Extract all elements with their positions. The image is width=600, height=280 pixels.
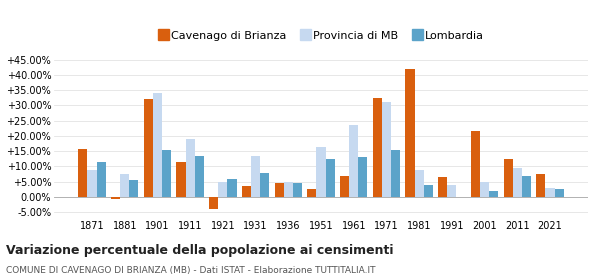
- Bar: [218, 182, 227, 197]
- Bar: [78, 149, 88, 197]
- Bar: [391, 150, 400, 197]
- Bar: [209, 197, 218, 209]
- Bar: [130, 180, 139, 197]
- Text: Variazione percentuale della popolazione ai censimenti: Variazione percentuale della popolazione…: [6, 244, 394, 256]
- Legend: Cavenago di Brianza, Provincia di MB, Lombardia: Cavenago di Brianza, Provincia di MB, Lo…: [158, 31, 484, 41]
- Bar: [349, 125, 358, 197]
- Bar: [176, 162, 185, 197]
- Bar: [438, 177, 447, 197]
- Bar: [260, 172, 269, 197]
- Bar: [424, 185, 433, 197]
- Bar: [195, 156, 204, 197]
- Bar: [373, 98, 382, 197]
- Bar: [307, 189, 316, 197]
- Bar: [545, 188, 554, 197]
- Bar: [227, 179, 236, 197]
- Bar: [162, 150, 171, 197]
- Bar: [340, 176, 349, 197]
- Bar: [284, 182, 293, 197]
- Bar: [120, 174, 130, 197]
- Bar: [503, 159, 512, 197]
- Bar: [316, 147, 326, 197]
- Bar: [326, 159, 335, 197]
- Bar: [242, 186, 251, 197]
- Bar: [251, 156, 260, 197]
- Bar: [358, 157, 367, 197]
- Bar: [143, 99, 153, 197]
- Bar: [554, 189, 564, 197]
- Bar: [406, 69, 415, 197]
- Bar: [275, 183, 284, 197]
- Bar: [382, 102, 391, 197]
- Bar: [88, 169, 97, 197]
- Bar: [489, 191, 499, 197]
- Bar: [522, 176, 531, 197]
- Bar: [536, 174, 545, 197]
- Text: COMUNE DI CAVENAGO DI BRIANZA (MB) - Dati ISTAT - Elaborazione TUTTITALIA.IT: COMUNE DI CAVENAGO DI BRIANZA (MB) - Dat…: [6, 266, 376, 275]
- Bar: [185, 139, 195, 197]
- Bar: [471, 131, 480, 197]
- Bar: [111, 197, 120, 199]
- Bar: [293, 183, 302, 197]
- Bar: [153, 93, 162, 197]
- Bar: [447, 185, 457, 197]
- Bar: [512, 168, 522, 197]
- Bar: [480, 182, 489, 197]
- Bar: [97, 162, 106, 197]
- Bar: [415, 169, 424, 197]
